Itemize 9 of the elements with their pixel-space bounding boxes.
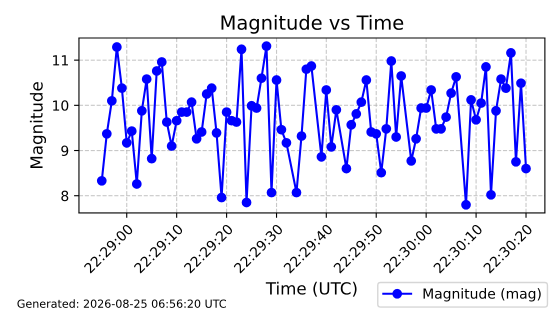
y-tick-label: 11: [53, 55, 68, 66]
legend-label: Magnitude (mag): [424, 288, 541, 302]
chart-title: Magnitude vs Time: [222, 14, 404, 34]
text: Generated: 2026-08-25 06:56:20 UTC: [17, 299, 226, 308]
y-tick-label: 9: [61, 145, 68, 156]
y-tick-label: 10: [53, 100, 68, 111]
x-axis-title: Time (UTC): [266, 282, 357, 297]
y-axis-title: Magnitude: [30, 82, 46, 168]
y-tick-label: 8: [61, 190, 68, 202]
